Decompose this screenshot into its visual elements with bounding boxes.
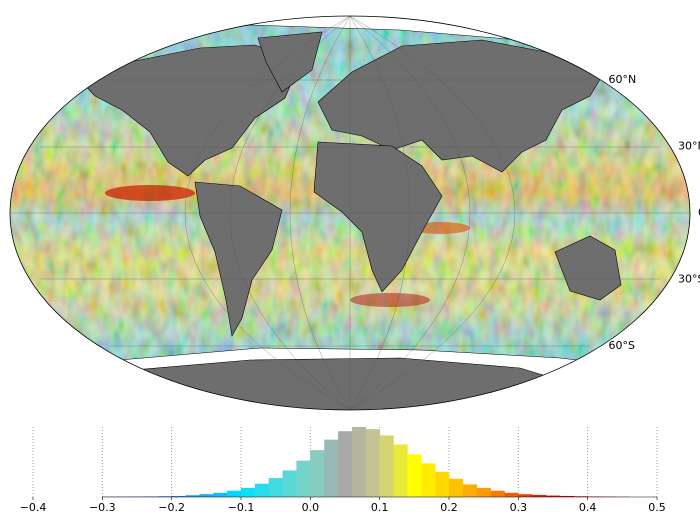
- histogram-bar: [338, 431, 353, 497]
- africa: [313, 141, 443, 293]
- histogram-bar: [310, 450, 325, 497]
- histogram-bar: [379, 435, 394, 497]
- anomaly: [350, 293, 430, 307]
- histogram-bar: [462, 484, 478, 497]
- x-tick-label: 0.5: [648, 501, 666, 514]
- histogram-bar: [393, 444, 408, 497]
- x-tick-label: −0.4: [20, 501, 47, 514]
- x-tick-label: −0.1: [228, 501, 255, 514]
- histogram-bar: [573, 496, 588, 497]
- lat-label: 30°S: [678, 273, 700, 286]
- histogram-bar: [296, 460, 311, 497]
- histogram-bar: [254, 483, 270, 497]
- histogram-bar: [171, 495, 186, 497]
- histogram-bar: [476, 487, 491, 497]
- histogram-bar: [227, 490, 242, 497]
- graticule: [10, 16, 690, 410]
- x-tick-label: 0.4: [579, 501, 597, 514]
- anomaly: [105, 185, 195, 201]
- histogram-bar: [532, 494, 547, 497]
- histogram-bar: [421, 463, 436, 497]
- x-tick-label: 0.3: [510, 501, 528, 514]
- lat-label: 60°N: [609, 73, 637, 86]
- x-tick-label: 0.0: [302, 501, 320, 514]
- histogram-bar: [282, 470, 297, 497]
- x-tick-label: −0.3: [89, 501, 116, 514]
- histogram-bar: [241, 487, 256, 497]
- histogram-bar: [559, 495, 575, 497]
- histogram-bar: [185, 495, 200, 497]
- histogram-bar: [199, 494, 214, 497]
- histogram-bar: [365, 429, 380, 497]
- x-tick-label: −0.2: [158, 501, 185, 514]
- histogram-bar: [351, 427, 367, 497]
- histogram-bar: [546, 495, 561, 497]
- histogram-bar: [213, 492, 228, 497]
- histogram-bar: [490, 490, 505, 497]
- x-tick-label: 0.1: [371, 501, 389, 514]
- histogram-bar: [268, 478, 283, 497]
- south-america: [194, 181, 283, 337]
- north-america: [79, 44, 301, 177]
- lat-label: 30°N: [678, 139, 700, 152]
- map: [10, 16, 690, 410]
- histogram-bar: [324, 439, 339, 497]
- australia: [554, 235, 622, 301]
- x-tick-label: 0.2: [440, 501, 458, 514]
- lat-label: 60°S: [609, 339, 635, 352]
- histogram-bar: [435, 471, 450, 497]
- greenland: [257, 31, 323, 93]
- histogram-bar: [407, 454, 422, 497]
- histogram-bar: [518, 494, 533, 497]
- histogram-bar: [449, 478, 464, 497]
- histogram-bar: [504, 492, 519, 497]
- map-outline: [9, 15, 691, 411]
- histogram-bar: [157, 496, 172, 497]
- lat-label: 0°: [698, 206, 700, 219]
